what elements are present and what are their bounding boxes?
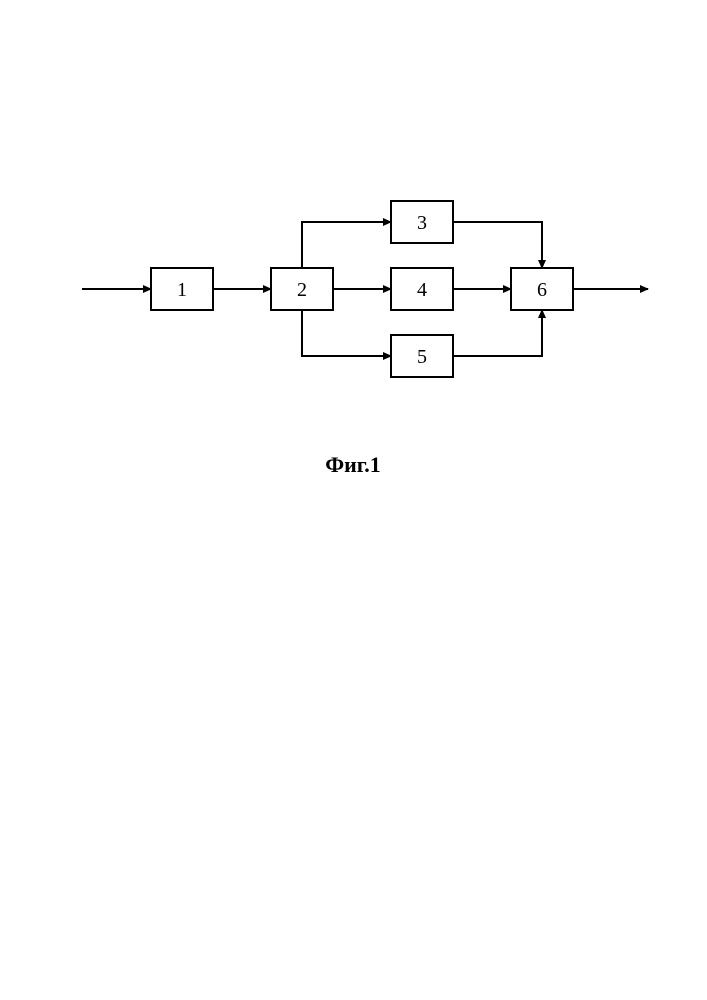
edge-e23 [302,222,391,268]
node-label: 2 [297,279,307,301]
figure-caption: Фиг.1 [325,452,381,477]
node-label: 3 [417,212,427,234]
edge-e56 [453,310,542,356]
node-n1: 1 [151,268,213,310]
edge-e25 [302,310,391,356]
node-n2: 2 [271,268,333,310]
node-n5: 5 [391,335,453,377]
node-label: 1 [177,279,187,301]
node-n4: 4 [391,268,453,310]
node-label: 6 [537,279,547,301]
node-n3: 3 [391,201,453,243]
node-n6: 6 [511,268,573,310]
node-label: 4 [417,279,427,301]
edge-e36 [453,222,542,268]
diagram-canvas: 1 2 3 4 5 6 Фиг.1 [0,0,707,1000]
edges-layer [82,222,648,356]
node-label: 5 [417,346,427,368]
